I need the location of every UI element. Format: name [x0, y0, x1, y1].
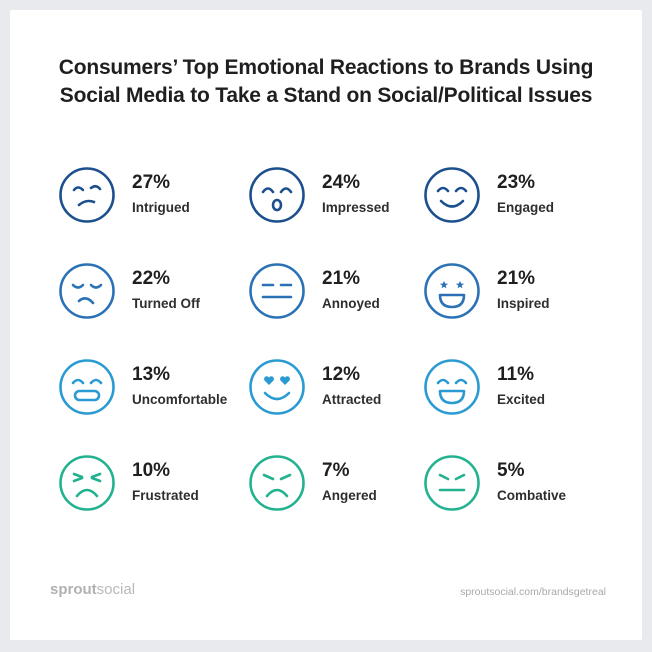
- reaction-label: Attracted: [322, 392, 382, 407]
- reaction-item: 22% Turned Off: [58, 262, 238, 332]
- reaction-percent: 21%: [322, 268, 361, 289]
- sproutsocial-logo: sproutsocial: [50, 581, 135, 598]
- attracted-face-icon: [249, 359, 305, 415]
- logo-light: social: [96, 581, 136, 598]
- impressed-face-icon: [249, 167, 305, 223]
- intrigued-face-icon: [59, 167, 115, 223]
- reaction-percent: 7%: [322, 460, 350, 481]
- engaged-face-icon: [424, 167, 480, 223]
- reaction-percent: 11%: [497, 364, 534, 385]
- reaction-item: 13% Uncomfortable: [58, 358, 238, 428]
- reaction-item: 23% Engaged: [423, 166, 603, 236]
- inspired-face-icon: [424, 263, 480, 319]
- reaction-label: Engaged: [497, 200, 555, 215]
- reaction-label: Inspired: [497, 296, 550, 311]
- reaction-label: Angered: [322, 488, 377, 503]
- frustrated-face-icon: [59, 455, 115, 511]
- reaction-percent: 21%: [497, 268, 536, 289]
- reaction-label: Annoyed: [322, 296, 380, 311]
- annoyed-face-icon: [249, 263, 305, 319]
- reaction-percent: 5%: [497, 460, 525, 481]
- reaction-percent: 23%: [497, 172, 536, 193]
- reaction-percent: 10%: [132, 460, 171, 481]
- reaction-percent: 27%: [132, 172, 171, 193]
- reaction-percent: 24%: [322, 172, 361, 193]
- reaction-percent: 22%: [132, 268, 171, 289]
- reaction-item: 10% Frustrated: [58, 454, 238, 524]
- reaction-item: 11% Excited: [423, 358, 603, 428]
- reaction-item: 7% Angered: [248, 454, 428, 524]
- reaction-label: Impressed: [322, 200, 390, 215]
- footer-url: sproutsocial.com/brandsgetreal: [460, 586, 606, 598]
- reaction-label: Intrigued: [132, 200, 190, 215]
- angered-face-icon: [249, 455, 305, 511]
- reaction-item: 21% Annoyed: [248, 262, 428, 332]
- logo-bold: sprout: [50, 581, 97, 598]
- reaction-label: Combative: [497, 488, 567, 503]
- excited-face-icon: [424, 359, 480, 415]
- reaction-item: 12% Attracted: [248, 358, 428, 428]
- uncomfortable-face-icon: [59, 359, 115, 415]
- title-line-2: Social Media to Take a Stand on Social/P…: [59, 84, 593, 107]
- reaction-item: 27% Intrigued: [58, 166, 238, 236]
- infographic-title: Consumers’ Top Emotional Reactions to Br…: [10, 54, 642, 110]
- reaction-item: 21% Inspired: [423, 262, 603, 332]
- reaction-label: Turned Off: [132, 296, 200, 311]
- turned-off-face-icon: [59, 263, 115, 319]
- combative-face-icon: [424, 455, 480, 511]
- infographic-card: Consumers’ Top Emotional Reactions to Br…: [10, 10, 642, 640]
- reaction-label: Excited: [497, 392, 546, 407]
- reaction-item: 24% Impressed: [248, 166, 428, 236]
- reaction-percent: 13%: [132, 364, 171, 385]
- title-line-1: Consumers’ Top Emotional Reactions to Br…: [58, 56, 594, 79]
- reaction-label: Uncomfortable: [132, 392, 228, 407]
- reaction-label: Frustrated: [132, 488, 199, 503]
- reaction-item: 5% Combative: [423, 454, 603, 524]
- reaction-percent: 12%: [322, 364, 361, 385]
